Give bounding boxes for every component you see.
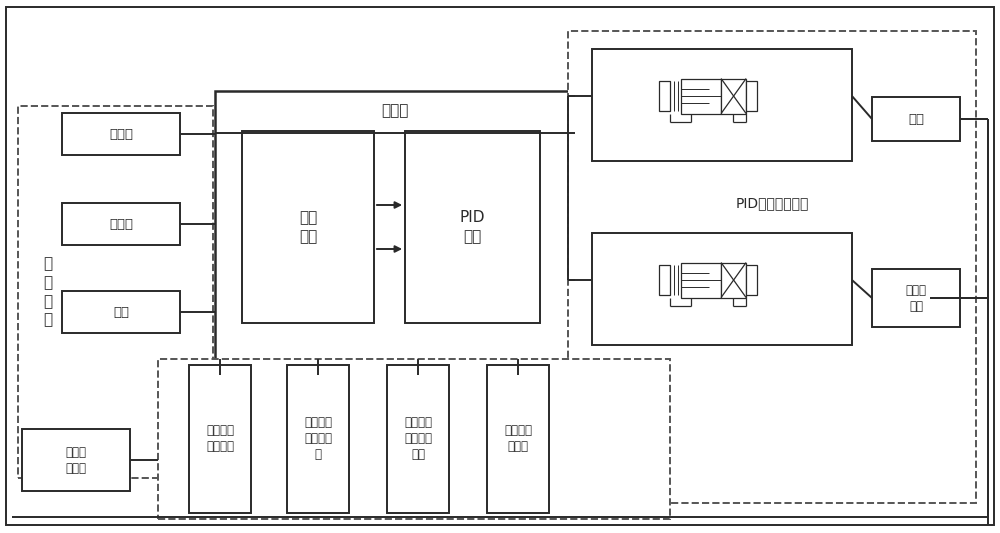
Text: 通
信
模
块: 通 信 模 块 bbox=[43, 256, 53, 327]
Text: 平衡千斤
顶位移传
感器: 平衡千斤 顶位移传 感器 bbox=[404, 416, 432, 462]
Bar bbox=[872, 97, 960, 141]
Text: 底座加速
度传感器: 底座加速 度传感器 bbox=[206, 424, 234, 454]
Text: 立柱: 立柱 bbox=[908, 112, 924, 125]
Bar bbox=[287, 365, 349, 513]
Text: 键盘: 键盘 bbox=[113, 305, 129, 319]
Text: 显示器: 显示器 bbox=[109, 217, 133, 230]
Bar bbox=[405, 131, 540, 323]
Bar bbox=[746, 81, 757, 111]
Text: 数据
处理: 数据 处理 bbox=[299, 210, 317, 244]
Bar bbox=[242, 131, 374, 323]
Bar bbox=[215, 91, 575, 375]
Bar bbox=[721, 78, 746, 114]
Bar bbox=[746, 265, 757, 295]
Text: 立柱位移
传感器: 立柱位移 传感器 bbox=[504, 424, 532, 454]
Text: PID控制输出模块: PID控制输出模块 bbox=[735, 196, 809, 210]
Text: 数据采
集装置: 数据采 集装置 bbox=[66, 446, 87, 474]
Text: 后连杆加
速度传感
器: 后连杆加 速度传感 器 bbox=[304, 416, 332, 462]
Bar bbox=[22, 429, 130, 491]
Bar bbox=[872, 269, 960, 327]
Text: PID
控制: PID 控制 bbox=[460, 210, 485, 244]
Bar bbox=[592, 233, 852, 345]
Bar bbox=[62, 291, 180, 333]
Bar bbox=[659, 265, 670, 295]
Text: 平衡千
斤顶: 平衡千 斤顶 bbox=[906, 284, 926, 312]
Bar bbox=[189, 365, 251, 513]
Bar bbox=[62, 203, 180, 245]
Bar bbox=[681, 78, 721, 114]
Bar bbox=[681, 263, 721, 297]
Bar bbox=[487, 365, 549, 513]
Bar bbox=[387, 365, 449, 513]
Bar bbox=[721, 263, 746, 297]
Bar bbox=[592, 49, 852, 161]
Bar bbox=[568, 31, 976, 503]
Bar bbox=[18, 106, 213, 478]
Text: 控制器: 控制器 bbox=[381, 103, 409, 118]
Text: 上位机: 上位机 bbox=[109, 127, 133, 141]
Bar bbox=[158, 359, 670, 519]
Bar bbox=[659, 81, 670, 111]
Bar bbox=[62, 113, 180, 155]
